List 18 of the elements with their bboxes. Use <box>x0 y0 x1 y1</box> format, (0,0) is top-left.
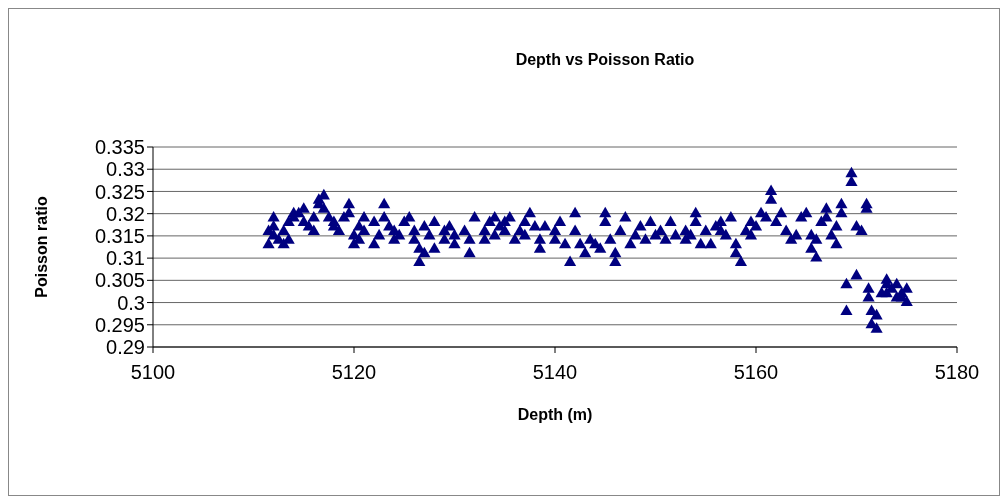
y-tick-label: 0.33 <box>106 158 145 181</box>
y-tick-label: 0.295 <box>94 313 145 336</box>
y-tick-label: 0.335 <box>94 136 145 159</box>
y-tick-label: 0.32 <box>106 202 145 225</box>
y-tick-label: 0.29 <box>106 336 145 359</box>
x-tick-label: 5120 <box>331 361 377 384</box>
x-tick-label: 5180 <box>934 361 980 384</box>
x-tick-label: 5100 <box>130 361 176 384</box>
y-tick-label: 0.3 <box>117 291 145 314</box>
y-axis-title: Poisson ratio <box>32 196 50 298</box>
x-axis-title: Depth (m) <box>517 406 593 424</box>
chart-title: Depth vs Poisson Ratio <box>514 51 696 69</box>
y-tick-label: 0.315 <box>94 224 145 247</box>
y-tick-label: 0.305 <box>94 269 145 292</box>
y-tick-label: 0.325 <box>94 180 145 203</box>
x-tick-label: 5160 <box>733 361 779 384</box>
y-tick-label: 0.31 <box>106 247 145 270</box>
x-tick-label: 5140 <box>532 361 578 384</box>
